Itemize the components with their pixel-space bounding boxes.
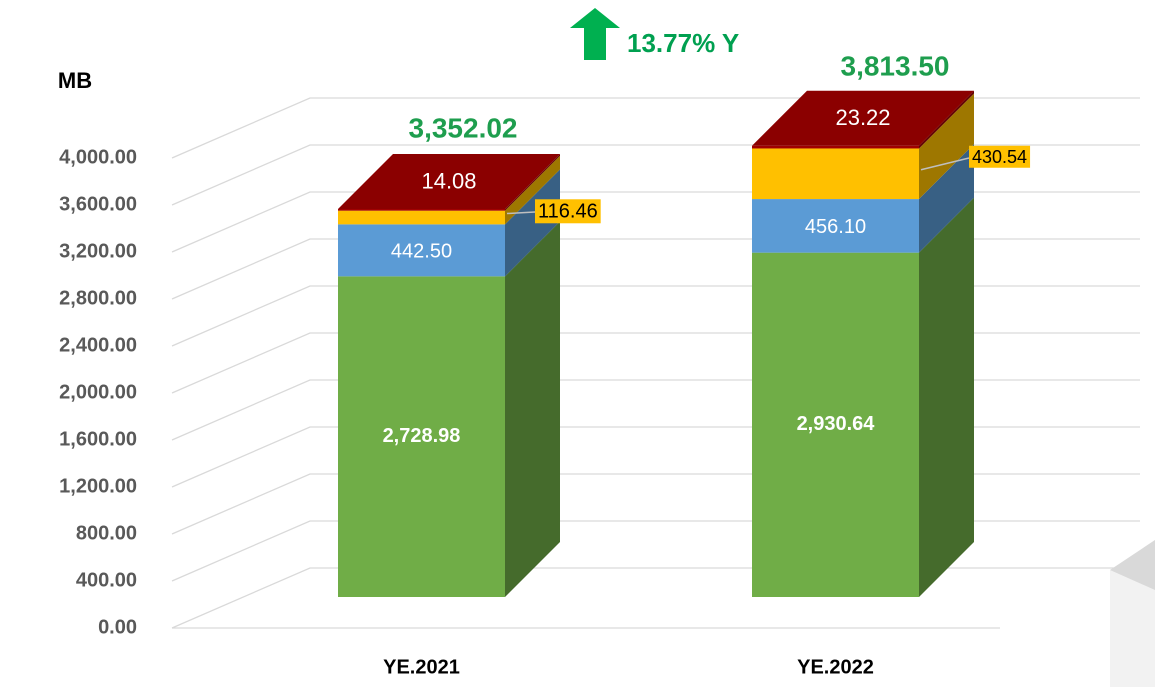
y-tick-label: 0.00	[98, 616, 137, 638]
bar-side	[505, 155, 560, 225]
value-label: 2,930.64	[797, 413, 876, 435]
change-annotation: 13.77% Y	[627, 28, 739, 58]
grid-line	[171, 238, 1140, 300]
bar-side	[919, 144, 974, 253]
grid-line	[171, 191, 1140, 253]
value-label: 14.08	[421, 168, 476, 193]
y-tick-label: 2,800.00	[59, 287, 137, 309]
bar-segment	[752, 145, 919, 149]
grid-line	[171, 520, 1140, 582]
bar-segment	[338, 224, 505, 277]
bar-side	[505, 169, 560, 277]
y-tick-label: 1,600.00	[59, 428, 137, 450]
y-axis-label: MB	[58, 68, 92, 93]
total-label: 3,813.50	[841, 50, 950, 81]
bar-top	[752, 90, 974, 146]
leader-line	[506, 211, 536, 215]
x-tick-label: YE.2022	[797, 656, 874, 678]
y-tick-label: 1,200.00	[59, 475, 137, 497]
y-tick-label: 2,000.00	[59, 381, 137, 403]
bar-side	[505, 221, 560, 597]
grid-line	[171, 285, 1140, 347]
label-box	[535, 199, 601, 224]
label-box	[969, 145, 1031, 168]
y-tick-label: 800.00	[76, 522, 137, 544]
grid-line	[171, 473, 1140, 535]
grid-line	[171, 379, 1140, 441]
value-label: 116.46	[538, 200, 598, 222]
value-label: 430.54	[972, 147, 1027, 167]
watermark	[1110, 540, 1155, 590]
value-label: 442.50	[391, 241, 452, 263]
bar-segment	[752, 252, 919, 598]
bar-segment	[338, 209, 505, 211]
y-tick-label: 3,600.00	[59, 193, 137, 215]
bar-side	[919, 93, 974, 200]
y-tick-label: 400.00	[76, 569, 137, 591]
value-label: 2,728.98	[383, 425, 461, 447]
up-arrow	[570, 8, 620, 60]
bar-segment	[338, 276, 505, 597]
bar-side	[505, 154, 560, 211]
value-label: 456.10	[805, 216, 866, 238]
y-tick-label: 2,400.00	[59, 334, 137, 356]
grid-line	[171, 426, 1140, 488]
value-label: 23.22	[835, 105, 890, 130]
x-tick-label: YE.2021	[383, 656, 460, 678]
y-tick-label: 4,000.00	[59, 146, 137, 168]
bar-segment	[752, 199, 919, 253]
bar-side	[919, 197, 974, 598]
leader-line	[920, 157, 970, 171]
total-label: 3,352.02	[409, 112, 518, 143]
bar-top	[338, 154, 560, 210]
y-tick-label: 3,200.00	[59, 240, 137, 262]
bar-side	[919, 90, 974, 149]
bar-segment	[752, 148, 919, 200]
grid-line	[171, 332, 1140, 394]
grid-line	[171, 567, 1140, 629]
bar-segment	[338, 210, 505, 225]
